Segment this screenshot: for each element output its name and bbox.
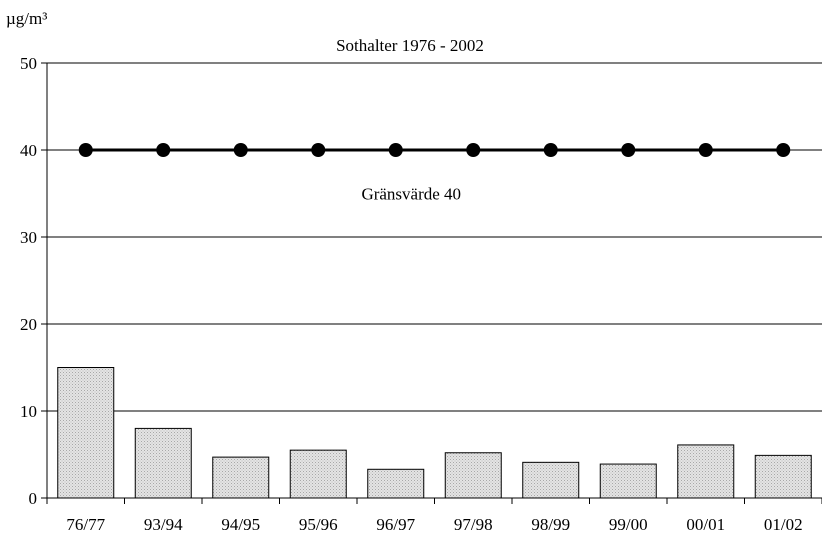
labels: 0 10 20 30 40 50 76/77 93/94 94/95 95/96 96/97 97/9… — [6, 9, 803, 534]
bar — [57, 367, 115, 499]
limit-point — [466, 143, 481, 157]
bar — [444, 452, 502, 499]
y-tick-label: 50 — [20, 54, 37, 73]
bar — [522, 461, 580, 499]
limit-point — [78, 143, 93, 157]
bar — [599, 463, 657, 499]
y-tick-label: 20 — [20, 315, 37, 334]
axes — [41, 62, 822, 504]
chart-title: Sothalter 1976 - 2002 — [336, 36, 484, 55]
x-tick-label: 01/02 — [764, 515, 803, 534]
limit-point — [233, 143, 248, 157]
x-tick-label: 96/97 — [376, 515, 415, 534]
bar — [367, 468, 425, 499]
limit-point — [388, 143, 403, 157]
bar — [134, 427, 192, 499]
limit-point — [776, 143, 791, 157]
x-tick-label: 97/98 — [454, 515, 493, 534]
gridlines — [47, 62, 822, 412]
x-tick-label: 99/00 — [609, 515, 648, 534]
limit-point — [311, 143, 326, 157]
limit-point — [543, 143, 558, 157]
x-tick-label: 94/95 — [221, 515, 260, 534]
bar — [212, 456, 270, 499]
y-tick-label: 40 — [20, 141, 37, 160]
y-tick-label: 0 — [29, 489, 38, 508]
x-tick-label: 93/94 — [144, 515, 183, 534]
y-tick-label: 30 — [20, 228, 37, 247]
bar — [754, 454, 812, 499]
x-tick-label: 76/77 — [66, 515, 105, 534]
x-tick-label: 95/96 — [299, 515, 338, 534]
bar — [677, 444, 735, 499]
bars — [57, 367, 812, 499]
limit-line-series — [78, 143, 791, 157]
y-tick-label: 10 — [20, 402, 37, 421]
x-tick-label: 00/01 — [686, 515, 725, 534]
limit-point — [621, 143, 636, 157]
limit-point — [698, 143, 713, 157]
y-unit-label: µg/m³ — [6, 9, 47, 28]
bar — [289, 449, 347, 499]
limit-point — [156, 143, 171, 157]
limit-annotation: Gränsvärde 40 — [361, 185, 461, 204]
x-tick-label: 98/99 — [531, 515, 570, 534]
